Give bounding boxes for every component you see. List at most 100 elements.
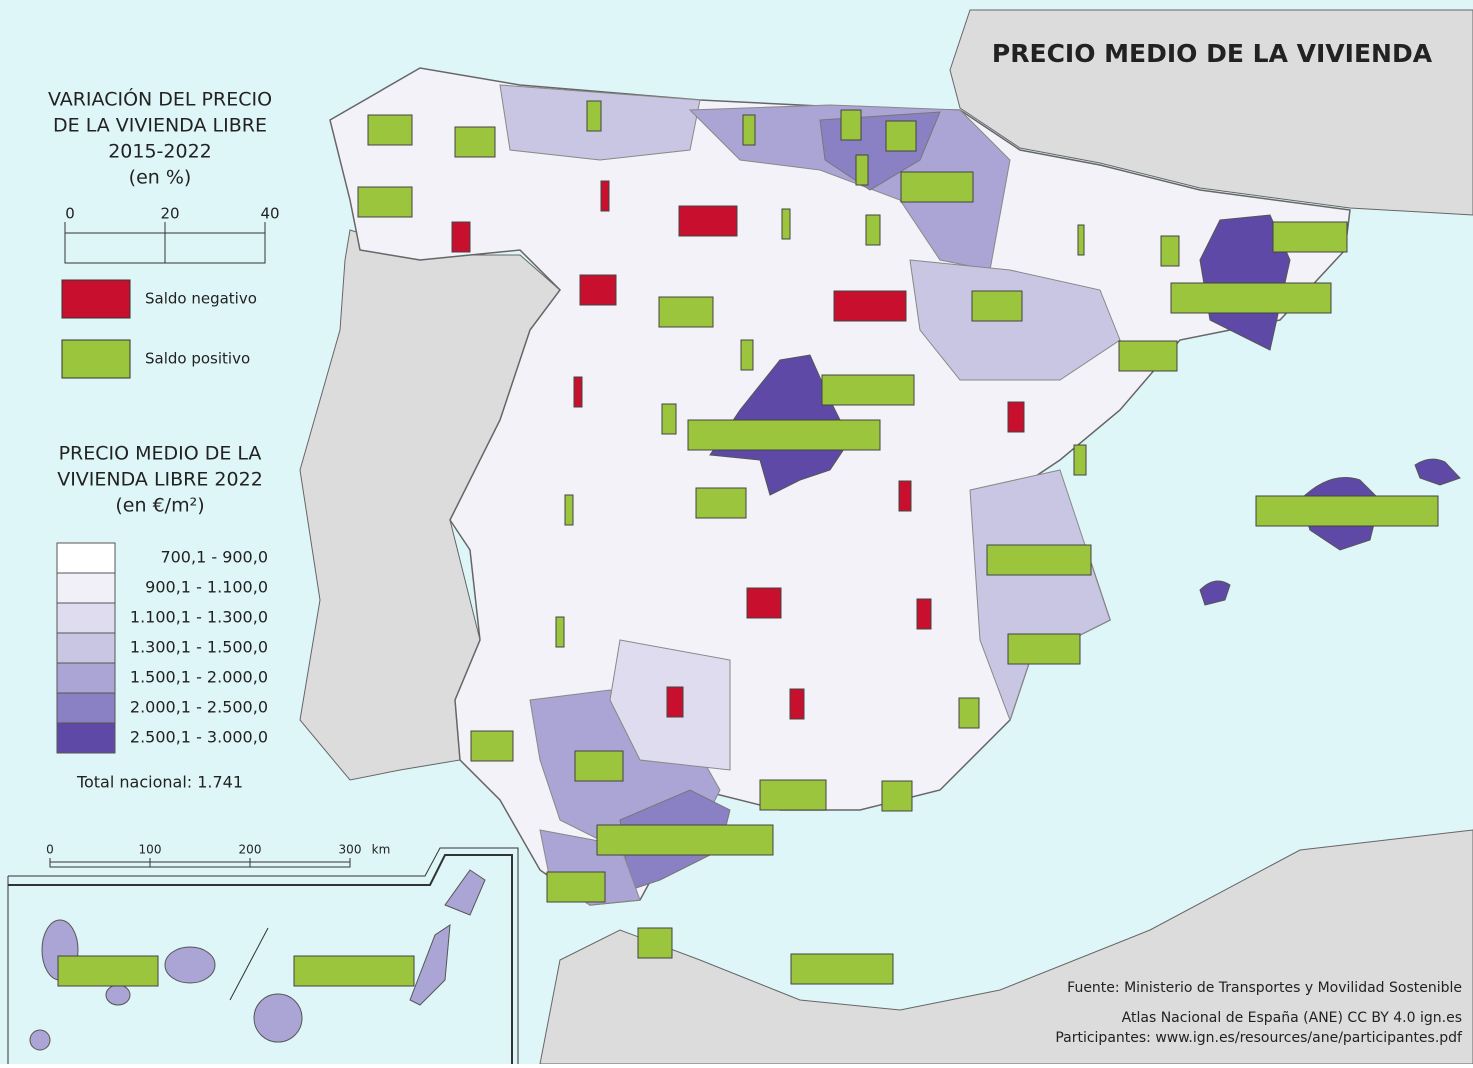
legend-swatch xyxy=(56,662,116,694)
variation-bar xyxy=(661,403,677,435)
legend-swatch xyxy=(56,632,116,664)
variation-bar xyxy=(789,688,805,720)
island xyxy=(1414,458,1461,486)
variation-bar xyxy=(958,697,980,729)
variation-bar xyxy=(470,730,514,762)
variation-bar xyxy=(900,171,974,203)
island xyxy=(253,993,303,1043)
variation-bar xyxy=(357,186,413,218)
legend-label: 1.100,1 - 1.300,0 xyxy=(130,608,268,627)
legend-label: 2.000,1 - 2.500,0 xyxy=(130,698,268,717)
variation-bar xyxy=(579,274,617,306)
scale-tick-label: 40 xyxy=(260,205,279,223)
variation-bar xyxy=(898,480,912,512)
legend-title: VIVIENDA LIBRE 2022 xyxy=(57,469,263,491)
legend-title: (en %) xyxy=(129,167,192,189)
legend-label: 1.500,1 - 2.000,0 xyxy=(130,668,268,687)
scale-bar-label: 0 xyxy=(46,843,54,857)
variation-bar xyxy=(746,587,782,619)
variation-bar xyxy=(740,339,754,371)
variation-bar xyxy=(759,779,827,811)
variation-bar xyxy=(781,208,791,240)
scale-tick-label: 0 xyxy=(65,205,75,223)
source-text: Participantes: www.ign.es/resources/ane/… xyxy=(1055,1030,1463,1046)
legend-label: 1.300,1 - 1.500,0 xyxy=(130,638,268,657)
variation-bar xyxy=(666,686,684,718)
variation-bar xyxy=(293,955,415,987)
scale-bar-label: 300 xyxy=(339,843,362,857)
variation-bar xyxy=(596,824,774,856)
legend-swatch xyxy=(56,722,116,754)
legend-swatch xyxy=(56,572,116,604)
variation-bar xyxy=(57,955,159,987)
variation-bar xyxy=(555,616,565,648)
variation-bar xyxy=(1170,282,1332,314)
scale-bar-label: 100 xyxy=(139,843,162,857)
variation-bar xyxy=(971,290,1023,322)
variation-bar xyxy=(840,109,862,141)
scale-bar-label: 200 xyxy=(239,843,262,857)
island xyxy=(105,984,131,1006)
variation-bar xyxy=(1255,495,1439,527)
island xyxy=(164,946,216,984)
island xyxy=(1199,580,1231,606)
island xyxy=(444,869,486,916)
variation-bar xyxy=(451,221,471,253)
variation-bar xyxy=(678,205,738,237)
inset-frame xyxy=(8,847,519,1064)
variation-bar xyxy=(1073,444,1087,476)
inset-divider xyxy=(229,927,269,1001)
variation-bar xyxy=(1077,224,1085,256)
variation-bar xyxy=(916,598,932,630)
variation-bar xyxy=(790,953,894,985)
source-text: Fuente: Ministerio de Transportes y Movi… xyxy=(1067,980,1462,996)
variation-bar xyxy=(865,214,881,246)
variation-bar xyxy=(687,419,881,451)
variation-bar xyxy=(564,494,574,526)
variation-bar xyxy=(367,114,413,146)
island xyxy=(409,924,451,1006)
variation-bar xyxy=(881,780,913,812)
legend-swatch xyxy=(56,602,116,634)
variation-bar xyxy=(573,376,583,408)
legend-swatch xyxy=(56,542,116,574)
variation-bar xyxy=(637,927,673,959)
legend-title: DE LA VIVIENDA LIBRE xyxy=(53,115,267,137)
variation-bar xyxy=(1272,221,1348,253)
legend-swatch xyxy=(56,692,116,724)
source-text: Atlas Nacional de España (ANE) CC BY 4.0… xyxy=(1122,1010,1462,1026)
map-title: PRECIO MEDIO DE LA VIVIENDA xyxy=(992,39,1433,68)
variation-bar xyxy=(1118,340,1178,372)
variation-bar xyxy=(986,544,1092,576)
total-label: Total nacional: 1.741 xyxy=(76,773,243,792)
legend-title: 2015-2022 xyxy=(108,141,212,163)
legend-swatch xyxy=(61,339,131,379)
legend-title: VARIACIÓN DEL PRECIO xyxy=(48,87,272,111)
variation-bar xyxy=(855,154,869,186)
inset-frame xyxy=(8,854,513,1064)
variation-bar xyxy=(885,120,917,152)
variation-bar xyxy=(546,871,606,903)
variation-bar xyxy=(833,290,907,322)
legend-swatch xyxy=(61,279,131,319)
variation-bar xyxy=(454,126,496,158)
variation-bar xyxy=(1160,235,1180,267)
france xyxy=(949,9,1473,216)
variation-bar xyxy=(742,114,756,146)
legend-title: (en €/m²) xyxy=(115,495,204,517)
variation-bar xyxy=(658,296,714,328)
legend-label: 900,1 - 1.100,0 xyxy=(145,578,268,597)
africa xyxy=(539,829,1473,1065)
legend-label: 700,1 - 900,0 xyxy=(160,548,268,567)
legend-label: Saldo positivo xyxy=(145,350,250,368)
legend-title: PRECIO MEDIO DE LA xyxy=(59,443,262,465)
variation-bar xyxy=(574,750,624,782)
legend-label: Saldo negativo xyxy=(145,290,257,308)
variation-bar xyxy=(586,100,602,132)
variation-bar xyxy=(600,180,610,212)
legend-label: 2.500,1 - 3.000,0 xyxy=(130,728,268,747)
scale-tick-label: 20 xyxy=(160,205,179,223)
variation-bar xyxy=(695,487,747,519)
island xyxy=(29,1029,51,1051)
